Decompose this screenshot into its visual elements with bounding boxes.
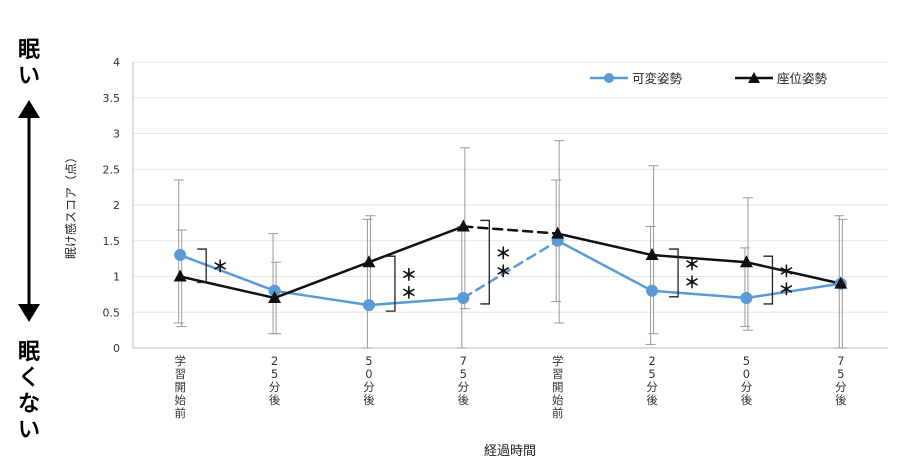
not-sleepy-label-char: 眠 — [17, 340, 40, 365]
significance-bracket — [197, 248, 207, 284]
series-line-segment — [745, 282, 843, 300]
legend-marker-circle — [604, 73, 614, 83]
data-point-triangle — [362, 255, 376, 268]
y-tick-label: 1.5 — [103, 235, 121, 248]
series-line-segment — [462, 239, 559, 300]
data-point-triangle — [456, 219, 470, 232]
series-line-segment — [650, 289, 748, 300]
legend-label: 可変姿勢 — [632, 71, 683, 86]
not-sleepy-label-char: な — [17, 392, 40, 417]
series-line-segment — [367, 296, 465, 307]
legend-label: 座位姿勢 — [777, 71, 828, 86]
y-tick-label: 3.5 — [103, 92, 121, 105]
data-point-triangle — [645, 248, 659, 261]
y-tick-label: 1 — [113, 271, 120, 284]
x-tick-label: 学習開始前 — [552, 354, 564, 420]
significance-bracket — [669, 248, 679, 298]
not-sleepy-label-char: い — [17, 418, 40, 443]
y-axis-title: 眠け感スコア（点） — [63, 151, 78, 259]
y-tick-label: 3 — [113, 128, 120, 141]
series-line-segment — [556, 232, 654, 257]
series-line-segment — [178, 275, 276, 300]
significance-marker: ＊ — [212, 257, 228, 276]
sleepy-label-char: 眠 — [17, 38, 40, 63]
x-tick-label: 2 5 分後 — [269, 354, 281, 407]
significance-marker: ＊＊ — [401, 266, 417, 303]
significance-marker: ＊＊ — [778, 262, 794, 299]
significance-marker: ＊＊ — [684, 255, 700, 292]
series-line-segment — [745, 260, 843, 285]
significance-bracket — [480, 219, 490, 305]
significance-marker: ＊＊ — [495, 244, 511, 281]
not-sleepy-label-char: く — [17, 366, 40, 391]
x-tick-label: 2 5 分後 — [646, 354, 658, 407]
data-point-triangle — [739, 255, 753, 268]
x-tick-label: 7 5 分後 — [458, 354, 470, 407]
data-point-circle — [174, 249, 187, 262]
series-line-segment — [462, 225, 559, 235]
series-line-segment — [556, 239, 654, 293]
significance-bracket — [385, 255, 396, 312]
series-line-segment — [273, 260, 371, 300]
data-point-circle — [646, 284, 659, 297]
x-tick-label: 学習開始前 — [174, 354, 186, 420]
y-tick-label: 2 — [113, 199, 120, 212]
data-point-triangle — [834, 276, 848, 289]
data-point-circle — [740, 291, 753, 304]
x-tick-label: 5 0 分後 — [363, 354, 375, 407]
sleepy-label-char: い — [17, 64, 40, 89]
series-line-segment — [178, 253, 276, 293]
data-point-circle — [268, 284, 281, 297]
not-sleepy-label: 眠 く な い — [8, 340, 50, 444]
x-tick-label: 7 5 分後 — [835, 354, 847, 407]
series-line-segment — [367, 225, 465, 264]
significance-bracket — [763, 255, 774, 305]
y-tick-label: 2.5 — [103, 163, 121, 176]
y-tick-label: 0.5 — [103, 306, 121, 319]
y-tick-label: 4 — [113, 56, 120, 69]
y-tick-label: 0 — [113, 342, 120, 355]
data-point-circle — [362, 299, 375, 312]
x-axis-title: 経過時間 — [484, 444, 536, 459]
data-point-triangle — [268, 290, 282, 303]
data-point-triangle — [173, 269, 187, 282]
data-point-triangle — [551, 226, 565, 239]
sleepy-label: 眠 い — [8, 38, 50, 90]
legend-marker-triangle — [748, 72, 760, 83]
x-tick-label: 5 0 分後 — [741, 354, 753, 407]
data-point-circle — [457, 291, 470, 304]
series-line-segment — [650, 253, 748, 264]
double-arrow-icon — [16, 100, 42, 322]
